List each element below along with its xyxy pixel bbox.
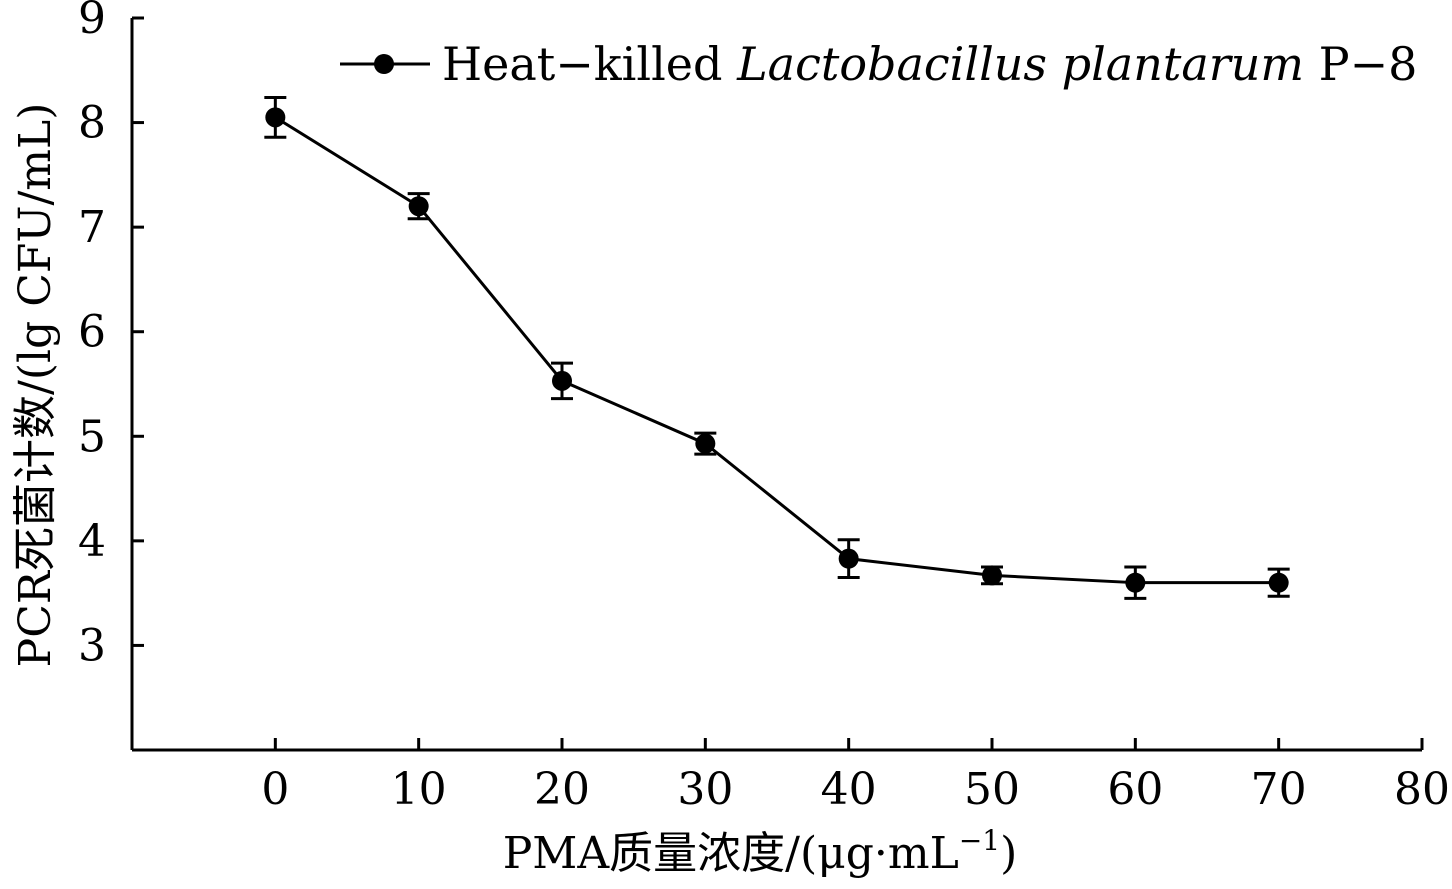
x-tick-label: 50 [964,764,1020,815]
x-axis-title-main: PMA质量浓度/(μg·mL [503,828,959,879]
legend: Heat−killed Lactobacillus plantarum P−8 [340,37,1417,91]
y-tick-label: 3 [78,620,106,671]
axes: 3 4 5 6 7 8 9 0 10 20 30 40 50 60 70 80 [78,0,1450,815]
x-tick-label: 70 [1251,764,1307,815]
data-point-group [407,192,430,221]
legend-label-prefix: Heat−killed [442,37,737,91]
data-point [1268,572,1289,593]
y-tick-label: 6 [78,307,106,358]
x-tick-label: 60 [1107,764,1163,815]
x-axis-title-superscript: −1 [959,824,1000,857]
data-point-group [1267,567,1290,598]
data-point [265,107,286,128]
data-point [408,196,429,217]
data-point [552,370,572,391]
y-tick-label: 7 [78,202,106,253]
x-tick-label: 0 [261,764,289,815]
data-point [1125,572,1146,593]
legend-label: Heat−killed Lactobacillus plantarum P−8 [442,37,1417,91]
series-line [274,116,1279,585]
x-tick-label: 40 [821,764,877,815]
data-point [982,565,1002,586]
data-point-group [981,565,1003,586]
data-point-group [694,431,717,456]
data-point-group [1124,565,1147,600]
legend-marker-swatch [374,54,394,74]
y-tick-label: 8 [78,98,106,149]
x-tick-label: 10 [391,764,447,815]
legend-label-strain: P−8 [1304,37,1417,91]
x-tick-label: 30 [677,764,733,815]
x-axis-title-close: ) [1000,828,1017,879]
x-tick-label: 80 [1394,764,1450,815]
data-point [838,548,859,569]
legend-label-species: Lactobacillus plantarum [736,37,1304,91]
y-tick-label: 9 [78,0,106,44]
y-tick-label: 4 [78,516,106,567]
data-point [695,433,716,454]
data-point-group [264,95,287,139]
y-axis-title: PCR死菌计数/(lg CFU/mL) [10,103,61,668]
plot-area [264,95,1290,600]
x-tick-label: 20 [534,764,590,815]
data-point-group [837,538,860,579]
x-axis-title: PMA质量浓度/(μg·mL−1) [503,824,1018,879]
y-tick-label: 5 [78,411,106,462]
data-point-group [551,361,573,401]
